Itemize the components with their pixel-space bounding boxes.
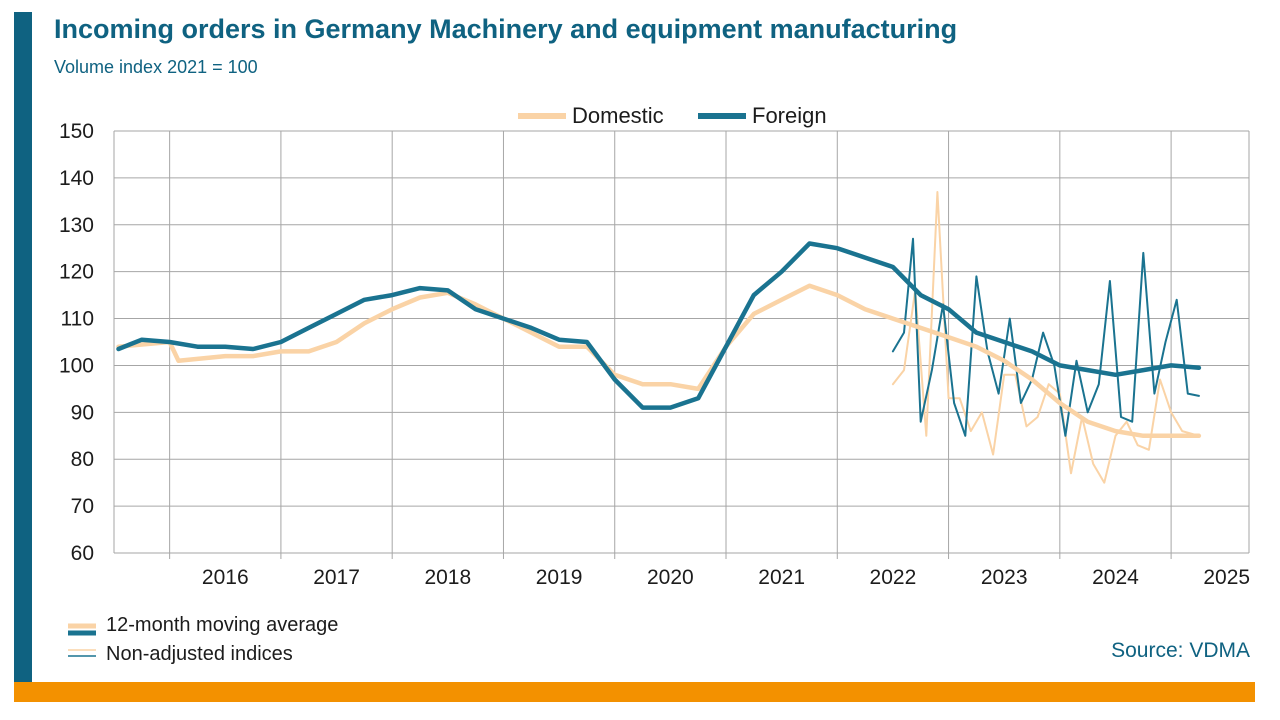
- y-tick-label: 140: [59, 167, 94, 190]
- y-tick-label: 90: [71, 401, 94, 424]
- y-tick-label: 60: [71, 542, 94, 565]
- grid-lines: [113, 130, 1250, 559]
- x-tick-label: 2016: [202, 566, 249, 589]
- note-moving-average-label: 12-month moving average: [106, 614, 338, 636]
- line-style-note: 12-month moving average Non-adjusted ind…: [68, 614, 338, 665]
- y-tick-label: 110: [61, 308, 94, 331]
- legend: Domestic Foreign: [518, 103, 827, 128]
- y-tick-label: 150: [59, 120, 94, 143]
- x-tick-label: 2025: [1203, 566, 1250, 589]
- x-axis-ticks: 2016 2017 2018 2019 2020 2021 2022 2023 2024 2025: [202, 566, 1250, 589]
- x-tick-label: 2020: [647, 566, 694, 589]
- x-tick-label: 2021: [758, 566, 805, 589]
- x-tick-label: 2018: [424, 566, 471, 589]
- legend-domestic-label: Domestic: [572, 103, 664, 128]
- legend-foreign-label: Foreign: [752, 103, 827, 128]
- bottom-accent-bar: [14, 682, 1255, 702]
- note-non-adjusted-label: Non-adjusted indices: [106, 643, 293, 665]
- x-tick-label: 2019: [536, 566, 583, 589]
- series-line-domestic-moving-average: [116, 283, 1202, 439]
- y-tick-label: 120: [59, 261, 94, 284]
- y-tick-label: 130: [59, 214, 94, 237]
- left-brand-bar: [14, 12, 32, 702]
- x-tick-label: 2022: [870, 566, 917, 589]
- series-line-domestic-non-adjusted: [891, 191, 1200, 484]
- series-line-foreign-moving-average: [116, 241, 1202, 410]
- chart-subtitle: Volume index 2021 = 100: [54, 57, 258, 77]
- y-axis-ticks: 60 70 80 90 100 110 120 130 140 150: [59, 120, 94, 565]
- series-group: [116, 191, 1202, 484]
- y-tick-label: 80: [71, 448, 94, 471]
- source-note: Source: VDMA: [1111, 639, 1250, 662]
- y-tick-label: 100: [59, 354, 94, 377]
- x-tick-label: 2023: [981, 566, 1028, 589]
- x-tick-label: 2017: [313, 566, 360, 589]
- series-line-foreign-non-adjusted: [891, 237, 1200, 437]
- chart-title: Incoming orders in Germany Machinery and…: [54, 14, 958, 44]
- y-tick-label: 70: [71, 495, 94, 518]
- x-tick-label: 2024: [1092, 566, 1139, 589]
